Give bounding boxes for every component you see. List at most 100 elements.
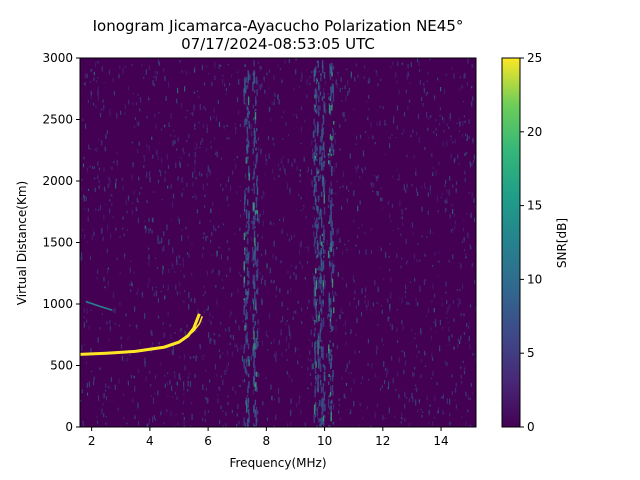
heatmap-cell: [235, 126, 237, 130]
heatmap-cell: [330, 181, 332, 187]
heatmap-cell: [277, 94, 279, 100]
noise-band-cell: [314, 94, 316, 99]
heatmap-cell: [186, 110, 188, 112]
heatmap-cell: [185, 71, 187, 76]
heatmap-cell: [285, 173, 287, 176]
noise-band-cell: [246, 143, 249, 153]
heatmap-cell: [417, 113, 420, 120]
heatmap-cell: [129, 283, 131, 286]
noise-band-cell: [254, 388, 256, 392]
heatmap-cell: [305, 246, 307, 249]
heatmap-cell: [435, 170, 437, 176]
noise-band-cell: [330, 349, 333, 352]
heatmap-cell: [148, 98, 150, 101]
heatmap-cell: [226, 274, 228, 277]
heatmap-cell: [334, 138, 336, 145]
heatmap-cell: [99, 204, 101, 211]
heatmap-cell: [263, 191, 265, 198]
noise-band-cell: [331, 325, 333, 331]
heatmap-cell: [458, 117, 460, 120]
heatmap-cell: [461, 381, 463, 384]
heatmap-cell: [145, 69, 147, 75]
heatmap-cell: [148, 418, 150, 424]
heatmap-cell: [181, 229, 183, 231]
heatmap-cell: [127, 338, 129, 340]
heatmap-cell: [405, 239, 407, 244]
heatmap-cell: [212, 269, 214, 273]
heatmap-cell: [155, 290, 157, 297]
heatmap-cell: [266, 263, 268, 268]
noise-band-cell: [246, 418, 249, 427]
heatmap-cell: [420, 409, 422, 411]
heatmap-cell: [109, 111, 111, 117]
heatmap-cell: [324, 180, 327, 185]
heatmap-cell: [228, 137, 230, 140]
noise-band-cell: [318, 81, 320, 90]
heatmap-cell: [189, 356, 191, 360]
heatmap-cell: [259, 271, 261, 275]
heatmap-cell: [268, 153, 270, 160]
heatmap-cell: [120, 110, 122, 115]
heatmap-cell: [224, 369, 226, 375]
noise-band-cell: [246, 340, 248, 345]
noise-band-cell: [320, 289, 323, 293]
heatmap-cell: [444, 184, 446, 187]
heatmap-cell: [382, 415, 384, 421]
heatmap-cell: [268, 69, 271, 73]
heatmap-cell: [91, 68, 93, 71]
noise-band-cell: [322, 364, 325, 368]
heatmap-cell: [300, 106, 302, 111]
heatmap-cell: [470, 212, 472, 218]
heatmap-cell: [257, 196, 259, 201]
noise-band-cell: [323, 371, 326, 381]
noise-band-cell: [315, 199, 317, 202]
heatmap-cell: [282, 315, 284, 322]
heatmap-cell: [101, 228, 103, 234]
heatmap-cell: [114, 384, 116, 390]
heatmap-cell: [244, 173, 247, 179]
heatmap-cell: [271, 396, 273, 401]
heatmap-cell: [320, 425, 322, 427]
heatmap-cell: [439, 123, 441, 126]
noise-band-cell: [315, 181, 317, 186]
heatmap-cell: [367, 118, 369, 120]
heatmap-cell: [273, 279, 275, 283]
heatmap-cell: [303, 208, 305, 211]
noise-band-cell: [253, 405, 255, 413]
heatmap-cell: [227, 362, 229, 366]
noise-band-cell: [316, 167, 318, 178]
heatmap-cell: [416, 387, 418, 393]
heatmap-cell: [451, 227, 454, 231]
heatmap-cell: [457, 343, 459, 349]
noise-band-cell: [243, 305, 245, 316]
heatmap-cell: [469, 161, 471, 163]
heatmap-cell: [371, 182, 373, 188]
heatmap-cell: [407, 63, 409, 68]
heatmap-cell: [92, 102, 95, 106]
heatmap-cell: [374, 412, 376, 418]
heatmap-cell: [285, 122, 287, 126]
heatmap-cell: [436, 195, 438, 202]
noise-band-cell: [314, 320, 316, 323]
heatmap-cell: [430, 377, 433, 379]
heatmap-cell: [329, 331, 331, 333]
heatmap-cell: [418, 137, 420, 143]
heatmap-cell: [163, 422, 165, 425]
heatmap-cell: [284, 59, 286, 64]
heatmap-cell: [453, 213, 455, 217]
heatmap-cell: [179, 292, 181, 295]
heatmap-cell: [164, 383, 166, 388]
heatmap-cell: [288, 238, 290, 242]
heatmap-cell: [309, 350, 311, 355]
heatmap-cell: [372, 135, 374, 140]
heatmap-cell: [436, 382, 438, 385]
heatmap-cell: [457, 303, 459, 308]
heatmap-cell: [90, 90, 92, 96]
noise-band-cell: [322, 178, 324, 182]
heatmap-cell: [378, 246, 381, 248]
noise-band-cell: [320, 248, 322, 255]
heatmap-cell: [286, 371, 288, 375]
noise-band-cell: [316, 314, 318, 323]
noise-band-cell: [329, 218, 331, 223]
heatmap-cell: [377, 191, 379, 197]
